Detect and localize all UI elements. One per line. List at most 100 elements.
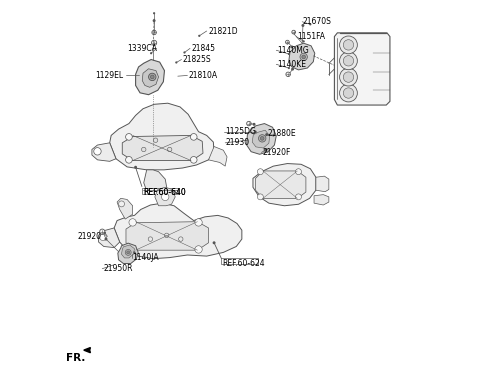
Polygon shape <box>114 203 242 259</box>
Circle shape <box>153 19 156 22</box>
Circle shape <box>134 166 137 169</box>
Polygon shape <box>208 147 227 166</box>
Text: 1129EL: 1129EL <box>95 71 123 80</box>
Text: 21920: 21920 <box>77 232 101 241</box>
Circle shape <box>129 246 136 253</box>
Polygon shape <box>84 348 90 353</box>
Circle shape <box>119 201 124 207</box>
Text: 1140KE: 1140KE <box>277 60 306 69</box>
Circle shape <box>127 251 130 254</box>
Polygon shape <box>110 103 214 170</box>
Circle shape <box>179 237 183 241</box>
Text: 1339CA: 1339CA <box>127 44 157 53</box>
Circle shape <box>260 137 264 140</box>
Circle shape <box>195 246 202 253</box>
Circle shape <box>339 36 358 54</box>
Circle shape <box>100 229 105 234</box>
Circle shape <box>265 133 268 136</box>
Polygon shape <box>144 170 167 195</box>
Polygon shape <box>117 198 132 219</box>
Circle shape <box>154 138 158 142</box>
Text: 21825S: 21825S <box>182 55 211 64</box>
Text: 1125DG: 1125DG <box>225 127 256 136</box>
Circle shape <box>301 24 304 27</box>
Circle shape <box>168 147 172 152</box>
Text: 21670S: 21670S <box>303 17 332 26</box>
Polygon shape <box>252 130 270 148</box>
Circle shape <box>257 169 264 175</box>
Polygon shape <box>253 163 316 206</box>
Text: 21920F: 21920F <box>262 148 290 157</box>
Text: REF.60-624: REF.60-624 <box>222 259 265 268</box>
Circle shape <box>290 46 293 48</box>
Circle shape <box>175 62 178 63</box>
Polygon shape <box>98 228 120 248</box>
Circle shape <box>105 238 108 241</box>
Circle shape <box>343 88 354 98</box>
Text: 21930: 21930 <box>226 138 250 147</box>
Circle shape <box>94 148 101 155</box>
Circle shape <box>343 40 354 50</box>
Circle shape <box>259 135 266 142</box>
Text: 1151FA: 1151FA <box>298 32 325 41</box>
Polygon shape <box>142 69 158 87</box>
Circle shape <box>257 194 264 200</box>
Circle shape <box>339 68 358 86</box>
Text: 1140JA: 1140JA <box>132 253 159 262</box>
Polygon shape <box>122 135 203 161</box>
Circle shape <box>150 75 154 79</box>
Circle shape <box>264 149 267 152</box>
Circle shape <box>191 134 197 140</box>
Polygon shape <box>135 60 165 95</box>
Circle shape <box>183 51 186 54</box>
Polygon shape <box>155 187 175 206</box>
Circle shape <box>153 12 155 14</box>
Circle shape <box>343 56 354 66</box>
Circle shape <box>152 40 156 46</box>
Circle shape <box>252 123 255 126</box>
Circle shape <box>126 134 132 140</box>
Circle shape <box>195 219 202 226</box>
Text: 21845: 21845 <box>191 44 215 53</box>
Circle shape <box>288 67 290 69</box>
Circle shape <box>165 233 169 238</box>
Polygon shape <box>126 222 208 250</box>
Circle shape <box>191 157 197 163</box>
Circle shape <box>302 40 305 43</box>
Circle shape <box>339 84 358 102</box>
Circle shape <box>129 219 136 226</box>
Polygon shape <box>316 176 329 192</box>
Circle shape <box>292 30 296 34</box>
Circle shape <box>291 68 294 70</box>
Polygon shape <box>142 188 178 194</box>
Text: REF.60-640: REF.60-640 <box>143 188 186 197</box>
Circle shape <box>148 73 156 81</box>
Polygon shape <box>314 195 329 205</box>
Circle shape <box>286 40 289 44</box>
Circle shape <box>302 55 306 59</box>
Polygon shape <box>118 243 138 263</box>
Circle shape <box>125 250 131 256</box>
Circle shape <box>213 241 216 244</box>
Circle shape <box>142 147 146 152</box>
Circle shape <box>286 72 290 76</box>
Polygon shape <box>221 258 258 264</box>
Circle shape <box>133 251 135 254</box>
Circle shape <box>309 23 312 25</box>
Text: 21950R: 21950R <box>103 264 132 273</box>
Polygon shape <box>121 245 134 258</box>
Text: 21880E: 21880E <box>268 129 296 138</box>
Polygon shape <box>247 123 276 154</box>
Circle shape <box>296 169 301 175</box>
Circle shape <box>198 35 200 37</box>
Polygon shape <box>92 143 116 162</box>
Circle shape <box>272 134 275 137</box>
Circle shape <box>300 53 307 61</box>
Circle shape <box>247 121 251 126</box>
Circle shape <box>339 52 358 70</box>
Circle shape <box>296 194 301 200</box>
Circle shape <box>254 131 257 133</box>
Circle shape <box>152 30 156 35</box>
Circle shape <box>100 234 107 241</box>
Circle shape <box>343 72 354 82</box>
